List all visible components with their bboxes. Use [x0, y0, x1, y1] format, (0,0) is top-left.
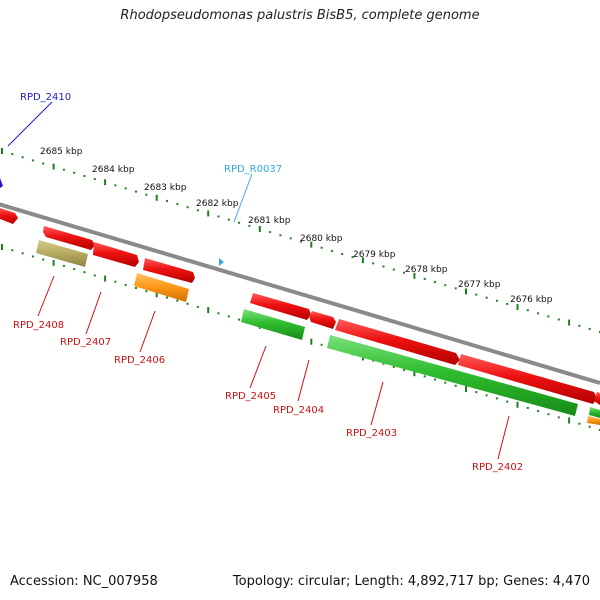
scale-labels: 2685 kbp 2684 kbp 2683 kbp 2682 kbp 2681… [40, 147, 553, 305]
gene-label-rpd-2405[interactable]: RPD_2405 [225, 391, 276, 402]
gene-labels: RPD_2410 RPD_R0037 RPD_2408 RPD_2407 RPD… [13, 92, 523, 473]
map-title: Rhodopseudomonas palustris BisB5, comple… [120, 8, 480, 23]
scale-label: 2683 kbp [144, 183, 187, 193]
rrna-marker[interactable] [219, 258, 224, 266]
cds-feature-rpd-2406-upper[interactable] [143, 258, 195, 283]
cds-feature-rpd-2403[interactable] [327, 335, 578, 416]
gene-label-rpd-2403[interactable]: RPD_2403 [346, 428, 397, 439]
gene-label-rpd-2402[interactable]: RPD_2402 [472, 462, 523, 473]
cds-feature-rpd-2404-upper[interactable] [309, 311, 336, 329]
cds-feature-rpd-2402-upper[interactable] [458, 354, 597, 404]
scale-label: 2677 kbp [458, 280, 501, 290]
gene-label-rpd-2410[interactable]: RPD_2410 [20, 92, 71, 103]
cds-feature-edge-orange[interactable] [587, 416, 600, 425]
cds-feature-edge[interactable] [594, 392, 600, 405]
gene-label-rpd-2408[interactable]: RPD_2408 [13, 320, 64, 331]
scale-label: 2685 kbp [40, 147, 83, 157]
cds-feature-rpd-2405[interactable] [241, 309, 305, 340]
gene-label-rpd-2404[interactable]: RPD_2404 [273, 405, 324, 416]
scale-label: 2676 kbp [510, 295, 553, 305]
outer-tick-track [1, 148, 600, 333]
gene-features [0, 178, 600, 425]
scale-label: 2679 kbp [353, 250, 396, 260]
cds-feature-rpd-2408-upper[interactable] [43, 226, 95, 250]
cds-feature-rpd-2403-upper[interactable] [335, 319, 460, 365]
cds-feature-rpd-2405-upper[interactable] [250, 293, 311, 320]
cds-feature-rpd-2407[interactable] [93, 242, 139, 267]
cds-feature-rpd-2406[interactable] [134, 273, 189, 302]
scale-label: 2680 kbp [300, 234, 343, 244]
scale-label: 2678 kbp [405, 265, 448, 275]
cds-feature[interactable] [0, 208, 18, 224]
label-leaders [7, 101, 510, 460]
genome-backbone [0, 202, 600, 385]
cds-feature-edge-green[interactable] [589, 407, 600, 418]
accession-label: Accession: NC_007958 [10, 574, 158, 589]
topology-label: Topology: circular; Length: 4,892,717 bp… [232, 574, 590, 589]
gene-label-rpd-2406[interactable]: RPD_2406 [114, 355, 165, 366]
cds-feature-rpd-2408[interactable] [36, 240, 88, 267]
scale-label: 2681 kbp [248, 216, 291, 226]
gene-label-rpd-2407[interactable]: RPD_2407 [60, 337, 111, 348]
scale-label: 2682 kbp [196, 199, 239, 209]
rpd-2410-marker[interactable] [0, 178, 3, 188]
scale-label: 2684 kbp [92, 165, 135, 175]
gene-label-rpd-r0037[interactable]: RPD_R0037 [224, 164, 282, 175]
